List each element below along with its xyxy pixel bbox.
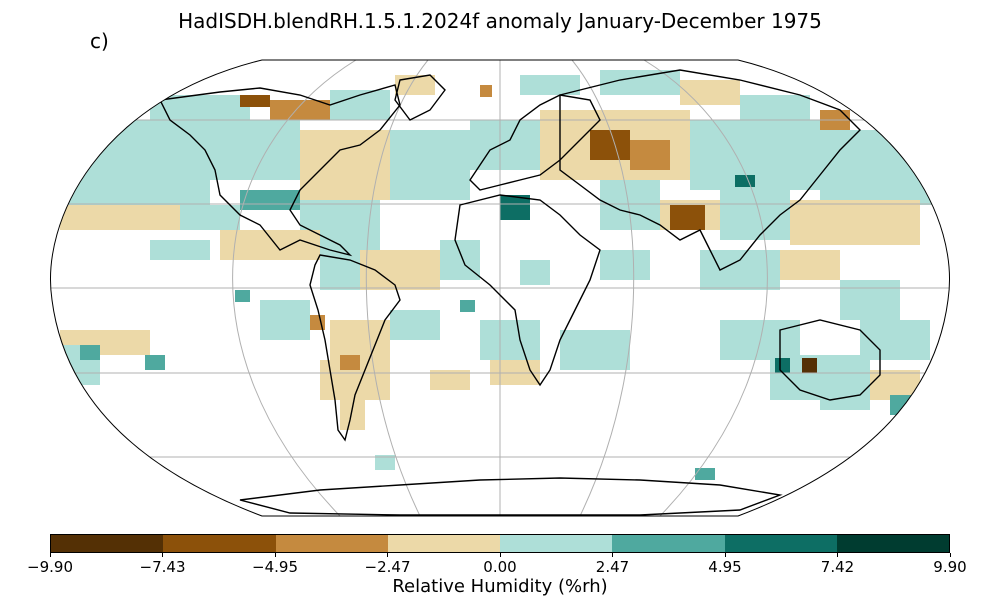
chart-title: HadISDH.blendRH.1.5.1.2024f anomaly Janu… [178,9,822,33]
anomaly-cell [460,300,475,312]
anomaly-cell [220,230,320,260]
coastline-africa [454,194,601,387]
coastline-australia [779,319,881,401]
coastlines [158,69,881,516]
anomaly-cell [340,355,360,370]
colorbar-tick-mark [837,553,838,557]
anomaly-cell [790,200,920,245]
colorbar-segment [51,535,164,552]
anomaly-cell [390,130,470,200]
anomaly-cell [360,250,440,290]
anomaly-cell [775,358,790,373]
anomaly-cell [480,320,540,360]
colorbar-tick-label: −9.90 [27,558,73,576]
anomaly-cell [680,80,740,105]
colorbar-tick-label: 2.47 [595,558,630,576]
coastline-north-america [158,84,401,257]
colorbar-tick-label: −7.43 [139,558,186,576]
anomaly-cell [430,370,470,390]
coastline-asia [559,69,861,271]
coastline-europe [469,94,601,191]
anomaly-cell [300,130,390,200]
anomaly-cell [270,100,330,120]
anomaly-cell [860,320,930,360]
anomaly-cell [735,175,755,187]
anomaly-cell [470,120,550,170]
anomaly-cell [150,240,210,260]
anomaly-cell [802,358,817,373]
anomaly-cell [500,195,530,220]
anomaly-cell [235,290,250,302]
anomaly-cell [600,70,680,95]
anomaly-cell [670,205,705,230]
colorbar-tick-mark [162,553,163,557]
colorbar-segment [275,535,388,552]
colorbar [50,534,950,553]
anomaly-cell [240,190,300,210]
anomaly-cell [840,280,900,320]
map-svg [50,59,950,517]
anomaly-cell [395,75,435,95]
anomaly-cell [240,95,270,107]
anomaly-cell [210,120,300,180]
colorbar-tick-mark [612,553,613,557]
coastline-greenland [394,74,446,121]
anomaly-cell [740,95,810,120]
colorbar-tick-mark [387,553,388,557]
colorbar-tick-label: 4.95 [708,558,742,576]
colorbar-tick-mark [499,553,501,557]
colorbar-tick-mark [274,553,276,557]
anomaly-cell [60,205,180,230]
panel-label: c) [90,29,109,53]
anomaly-cell [260,300,310,340]
anomaly-cell [330,320,390,360]
colorbar-segment [836,535,949,552]
anomaly-cell [820,130,940,205]
colorbar-tick-label: 7.42 [820,558,855,576]
anomaly-cell [695,468,715,480]
anomaly-cell [150,95,250,120]
anomaly-cell [80,345,100,360]
colorbar-segment [724,535,837,552]
anomaly-cell [320,240,360,290]
gridlines [50,60,950,516]
anomaly-cell [520,75,580,95]
map-boundary [50,59,950,517]
coastline-antarctica [239,477,783,516]
anomaly-cell [520,260,550,285]
colorbar-segment [387,535,500,552]
colorbar-segment [500,535,613,552]
colorbar-label: Relative Humidity (%rh) [392,576,608,597]
anomaly-cell [375,455,395,470]
colorbar-segment [163,535,276,552]
anomaly-cell [780,250,840,280]
anomaly-cell [700,250,780,290]
colorbar-tick-label: 0.00 [483,558,517,576]
coastline-south-america [309,254,401,442]
colorbar-tick-label: −2.47 [364,558,411,576]
anomaly-cell [440,240,480,280]
anomaly-cell [390,310,440,340]
anomaly-cell [630,140,670,170]
anomaly-cell [180,205,240,230]
anomaly-cell [480,85,492,97]
colorbar-tick-label: −4.95 [252,558,298,576]
colorbar-tick-mark [724,553,726,557]
anomaly-cell [145,355,165,370]
colorbar-tick-mark [949,553,951,557]
colorbar-segment [612,535,725,552]
colorbar-tick-mark [49,553,51,557]
anomaly-cell [600,250,650,280]
anomaly-cell [590,130,630,160]
colorbar-tick-label: 9.90 [933,558,967,576]
anomaly-cell [560,330,630,370]
